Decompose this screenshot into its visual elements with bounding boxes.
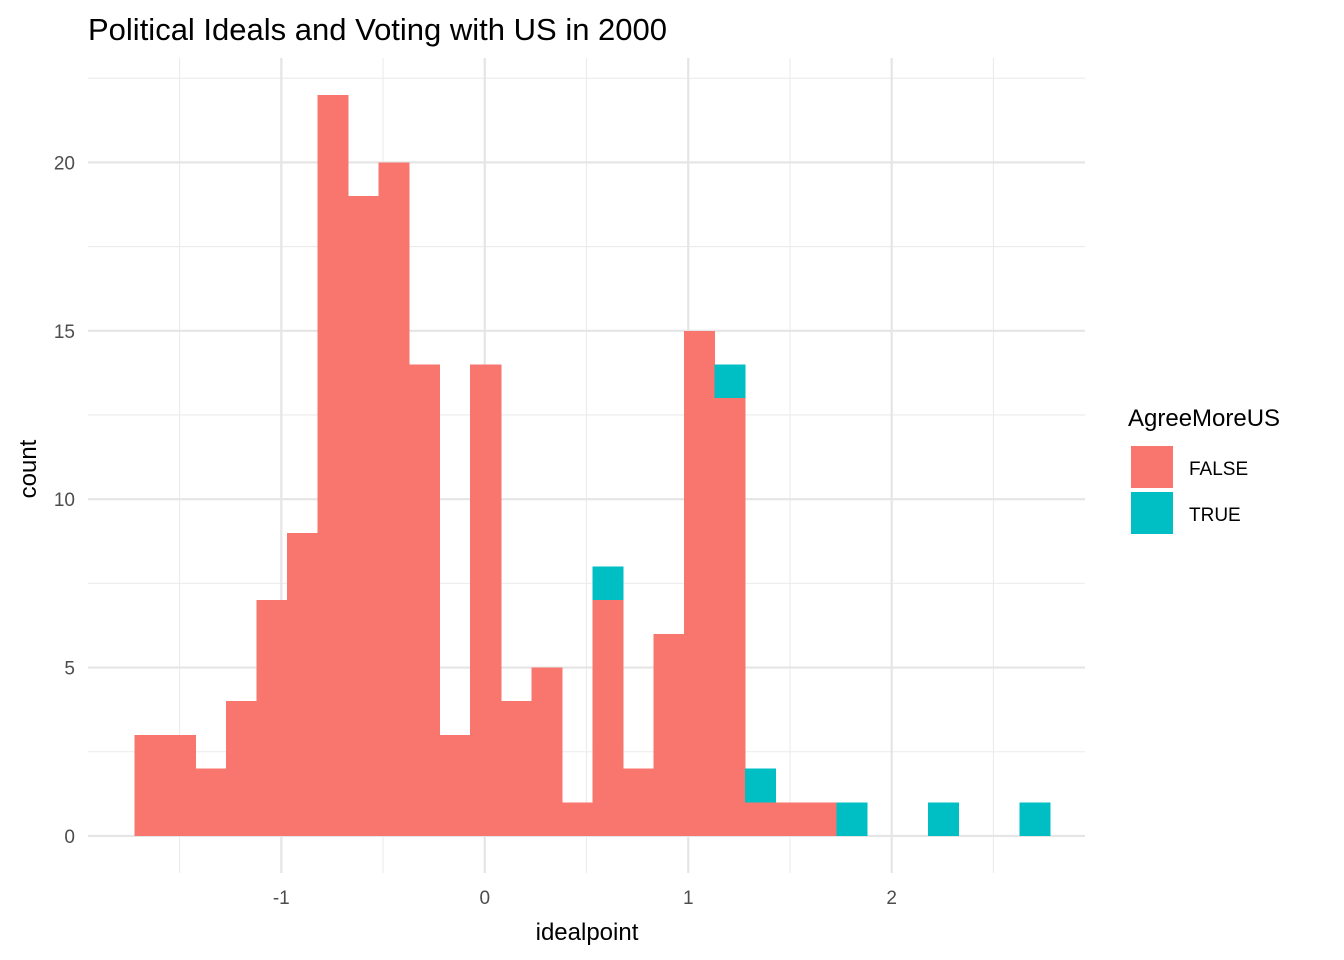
x-tick-label: 0 — [479, 888, 490, 909]
x-tick-label: -1 — [273, 888, 290, 909]
x-tick-label: 1 — [683, 888, 694, 909]
histogram-bar-false — [653, 633, 685, 836]
histogram-bars — [134, 95, 1051, 836]
y-axis-ticks: 0 5 10 15 20 — [54, 153, 75, 848]
histogram-bar-true — [714, 364, 746, 399]
histogram-bar-false — [317, 95, 349, 836]
histogram-bar-false — [683, 330, 715, 836]
legend-key-false — [1131, 446, 1173, 488]
legend-label-false: FALSE — [1189, 459, 1248, 480]
histogram-bar-false — [561, 802, 593, 836]
histogram-bar-false — [744, 802, 776, 836]
histogram-bar-false — [714, 398, 746, 836]
histogram-bar-false — [409, 364, 441, 836]
histogram-bar-true — [744, 768, 776, 803]
histogram-bar-false — [378, 162, 410, 836]
chart-title: Political Ideals and Voting with US in 2… — [88, 12, 667, 47]
histogram-bar-true — [836, 802, 868, 836]
histogram-bar-false — [439, 734, 471, 836]
histogram-bar-false — [256, 600, 288, 836]
y-tick-label: 20 — [54, 153, 75, 174]
histogram-bar-true — [1019, 802, 1051, 836]
y-tick-label: 0 — [64, 827, 75, 848]
histogram-bar-false — [287, 532, 319, 836]
histogram-bar-false — [165, 734, 197, 836]
histogram-bar-false — [134, 734, 166, 836]
histogram-bar-false — [470, 364, 502, 836]
histogram-bar-false — [500, 701, 532, 836]
legend-title: AgreeMoreUS — [1128, 405, 1280, 432]
histogram-bar-false — [531, 667, 563, 836]
histogram-bar-false — [805, 802, 837, 836]
x-axis-title: idealpoint — [536, 919, 639, 946]
x-axis-ticks: -1 0 1 2 — [273, 888, 897, 909]
histogram-bar-true — [928, 802, 960, 836]
histogram-bar-false — [226, 701, 258, 836]
y-tick-label: 5 — [64, 659, 75, 680]
legend: AgreeMoreUS FALSE TRUE — [1128, 405, 1280, 534]
histogram-bar-false — [622, 768, 654, 836]
histogram-bar-false — [775, 802, 807, 836]
y-tick-label: 10 — [54, 490, 75, 511]
histogram-bar-false — [195, 768, 227, 836]
histogram-bar-true — [592, 566, 624, 601]
y-tick-label: 15 — [54, 322, 75, 343]
x-tick-label: 2 — [886, 888, 897, 909]
y-axis-title: count — [15, 439, 42, 498]
legend-key-true — [1131, 492, 1173, 534]
histogram-bar-false — [592, 600, 624, 836]
histogram-bar-false — [348, 196, 380, 836]
legend-label-true: TRUE — [1189, 505, 1241, 526]
